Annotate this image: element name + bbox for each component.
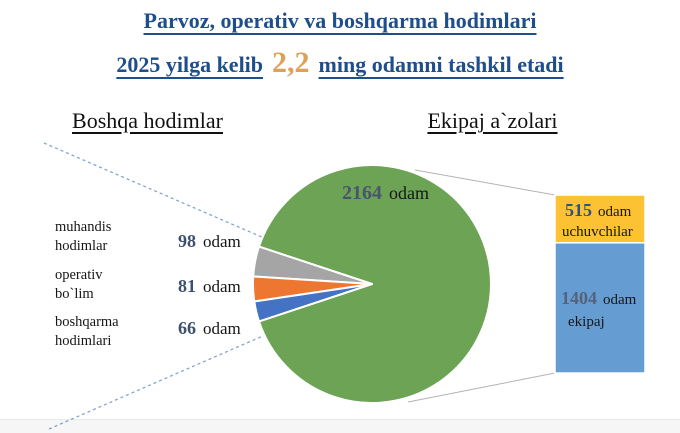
pie-slice-ekipaj-azolari xyxy=(258,164,492,404)
bar-unit: odam xyxy=(598,204,632,220)
left-section-header: Boshqa hodimlar xyxy=(0,108,295,134)
category-value-muhandis: 98 odam xyxy=(178,231,241,252)
pie-main-number: 2164 xyxy=(342,182,382,204)
category-value-operativ: 81 odam xyxy=(178,276,241,297)
category-label-boshqarma: boshqarma hodimlari xyxy=(55,314,119,350)
bar-number: 1404 xyxy=(561,288,597,308)
category-unit: odam xyxy=(203,232,241,251)
bottom-edge-strip xyxy=(0,419,680,433)
category-number: 66 xyxy=(178,318,196,338)
bar-unit: odam xyxy=(603,292,637,308)
left-section-header-text: Boshqa hodimlar xyxy=(72,108,223,133)
bar-label-ekipaj-value: 1404 odam xyxy=(561,288,636,309)
bar-segment-ekipaj xyxy=(554,242,646,374)
title-line2-prefix: 2025 yilga kelib xyxy=(116,52,264,77)
category-label-operativ: operativ bo`lim xyxy=(55,267,103,303)
category-number: 98 xyxy=(178,231,196,251)
bar-number: 515 xyxy=(565,200,592,220)
title-highlight-number: 2,2 xyxy=(272,46,310,79)
bar-segment-uchuvchilar xyxy=(554,194,646,244)
title-line-1: Parvoz, operativ va boshqarma hodimlari xyxy=(143,8,537,33)
right-section-header: Ekipaj a`zolari xyxy=(390,108,595,134)
leader-line-bottom xyxy=(48,331,273,430)
pie-slice-boshqarma-hodimlari xyxy=(253,283,373,323)
leader-line-top xyxy=(43,142,272,242)
title-line2-suffix: ming odamni tashkil etadi xyxy=(318,52,564,77)
bar-label-ekipaj-name: ekipaj xyxy=(568,314,605,330)
category-value-boshqarma: 66 odam xyxy=(178,318,241,339)
title-line-2: 2025 yilga kelib 2,2 ming odamni tashkil… xyxy=(0,46,680,80)
connector-line-top xyxy=(414,169,556,196)
category-label-muhandis: muhandis hodimlar xyxy=(55,219,112,255)
right-section-header-text: Ekipaj a`zolari xyxy=(427,108,558,133)
connector-line-bottom xyxy=(407,372,556,403)
category-unit: odam xyxy=(203,277,241,296)
bar-label-uchuvchilar-value: 515 odam xyxy=(565,200,631,221)
category-unit: odam xyxy=(203,319,241,338)
pie-main-label: 2164 odam xyxy=(342,182,429,205)
bar-label-uchuvchilar-name: uchuvchilar xyxy=(562,224,633,240)
category-number: 81 xyxy=(178,276,196,296)
pie-main-unit: odam xyxy=(389,183,429,203)
